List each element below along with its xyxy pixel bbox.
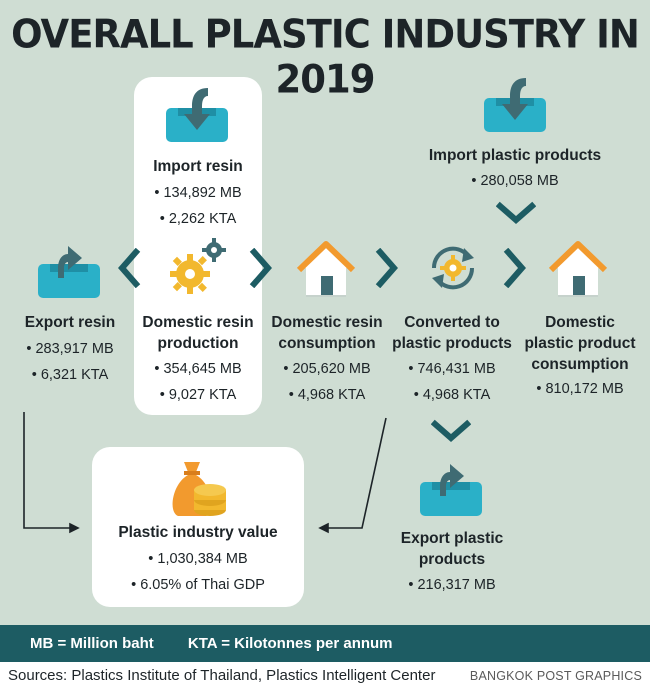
domestic-product-consumption-label: Domestic plastic product consumption [524,314,636,373]
export-products-label: Export plastic products [400,530,504,568]
legend-mb: MB = Million baht [30,635,154,652]
gears-icon [170,238,226,294]
connector-arrowhead-left [69,522,80,534]
chevron-right-icon [503,248,526,288]
import-resin-value: • 2,262 KTA [159,211,237,227]
infographic-title: OVERALL PLASTIC INDUSTRY IN 2019 [11,11,640,103]
domestic-resin-consumption-value: • 4,968 KTA [288,387,366,403]
consumption-connector [328,417,387,529]
house-icon [548,241,608,297]
import-tray-icon [166,88,228,142]
house-icon [296,241,356,297]
converted-value: • 4,968 KTA [413,387,491,403]
industry-value-value: • 1,030,384 MB [148,551,248,567]
domestic-resin-consumption-label: Domestic resin consumption [271,314,383,352]
export-resin-value: • 283,917 MB [26,341,114,357]
import-resin-value: • 134,892 MB [154,185,242,201]
domestic-product-consumption-value: • 810,172 MB [536,381,624,397]
export-resin-connector [23,412,70,529]
export-tray-icon [420,464,482,516]
industry-value-value: • 6.05% of Thai GDP [131,577,265,593]
domestic-resin-production-value: • 9,027 KTA [159,387,237,403]
money-bag-icon [172,462,226,516]
domestic-resin-consumption-value: • 205,620 MB [283,361,371,377]
export-resin-label: Export resin [24,314,116,331]
graphics-credit: BANGKOK POST GRAPHICS [469,669,642,683]
legend-kta: KTA = Kilotonnes per annum [187,635,393,652]
export-resin-value: • 6,321 KTA [31,367,109,383]
chevron-down-icon [496,201,536,224]
domestic-resin-production-label: Domestic resin production [142,314,254,352]
import-products-value: • 280,058 MB [471,173,559,189]
convert-cycle-icon [431,246,475,290]
coins-icon [194,484,226,516]
chevron-right-icon [375,248,398,288]
industry-value-label: Plastic industry value [118,524,278,541]
import-tray-icon [484,78,546,132]
import-products-label: Import plastic products [428,147,602,164]
chevron-right-icon [249,248,272,288]
export-products-value: • 216,317 MB [408,577,496,593]
source-note: Sources: Plastics Institute of Thailand,… [8,667,436,684]
import-resin-label: Import resin [153,158,243,175]
export-tray-icon [38,246,100,298]
domestic-resin-production-value: • 354,645 MB [154,361,242,377]
connector-arrowhead-right [318,522,329,534]
chevron-left-icon [118,248,141,288]
legend-bar: MB = Million baht KTA = Kilotonnes per a… [0,625,650,662]
chevron-down-icon [431,419,471,442]
converted-label: Converted to plastic products [392,314,512,352]
converted-value: • 746,431 MB [408,361,496,377]
flow-connectors [23,412,387,534]
